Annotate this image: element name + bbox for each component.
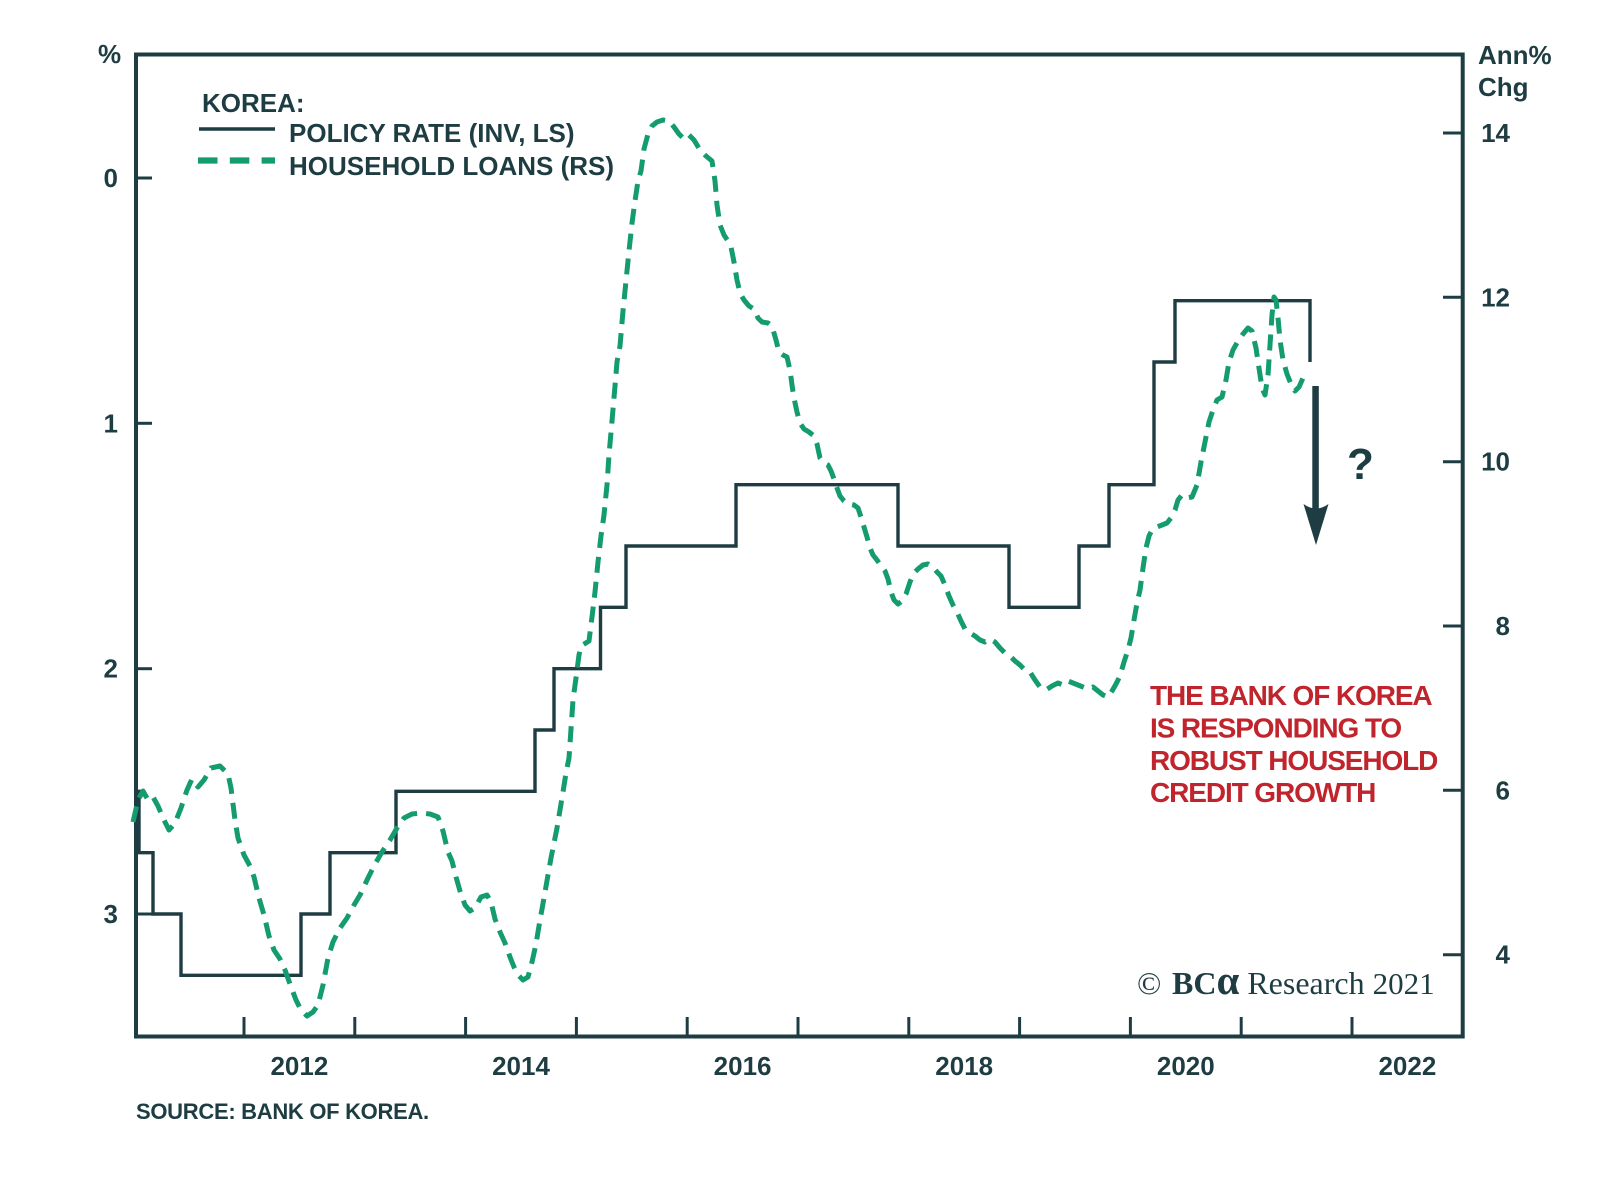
svg-text:ROBUST HOUSEHOLD: ROBUST HOUSEHOLD	[1150, 745, 1438, 776]
svg-text:2014: 2014	[492, 1051, 550, 1081]
svg-text:SOURCE: BANK OF KOREA.: SOURCE: BANK OF KOREA.	[136, 1099, 429, 1124]
svg-text:THE BANK OF KOREA: THE BANK OF KOREA	[1150, 680, 1432, 711]
svg-text:6: 6	[1496, 775, 1510, 805]
svg-text:Ann%: Ann%	[1478, 40, 1552, 70]
svg-text:?: ?	[1347, 440, 1374, 489]
svg-text:CREDIT GROWTH: CREDIT GROWTH	[1150, 777, 1375, 808]
svg-text:4: 4	[1496, 940, 1511, 970]
svg-text:0: 0	[104, 163, 118, 193]
svg-text:POLICY RATE (INV, LS): POLICY RATE (INV, LS)	[289, 118, 575, 148]
svg-text:IS RESPONDING TO: IS RESPONDING TO	[1150, 712, 1401, 743]
svg-text:2016: 2016	[714, 1051, 772, 1081]
svg-text:Chg: Chg	[1478, 72, 1529, 102]
svg-text:2: 2	[104, 654, 118, 684]
svg-text:1: 1	[104, 408, 118, 438]
svg-text:%: %	[98, 39, 121, 69]
svg-text:10: 10	[1481, 447, 1510, 477]
svg-text:3: 3	[104, 899, 118, 929]
svg-text:HOUSEHOLD LOANS (RS): HOUSEHOLD LOANS (RS)	[289, 151, 614, 181]
svg-text:12: 12	[1481, 282, 1510, 312]
svg-text:2012: 2012	[270, 1051, 328, 1081]
svg-text:KOREA:: KOREA:	[202, 88, 305, 118]
svg-text:8: 8	[1496, 611, 1510, 641]
svg-text:14: 14	[1481, 118, 1510, 148]
svg-text:2018: 2018	[935, 1051, 993, 1081]
svg-text:2022: 2022	[1378, 1051, 1436, 1081]
svg-text:2020: 2020	[1157, 1051, 1215, 1081]
